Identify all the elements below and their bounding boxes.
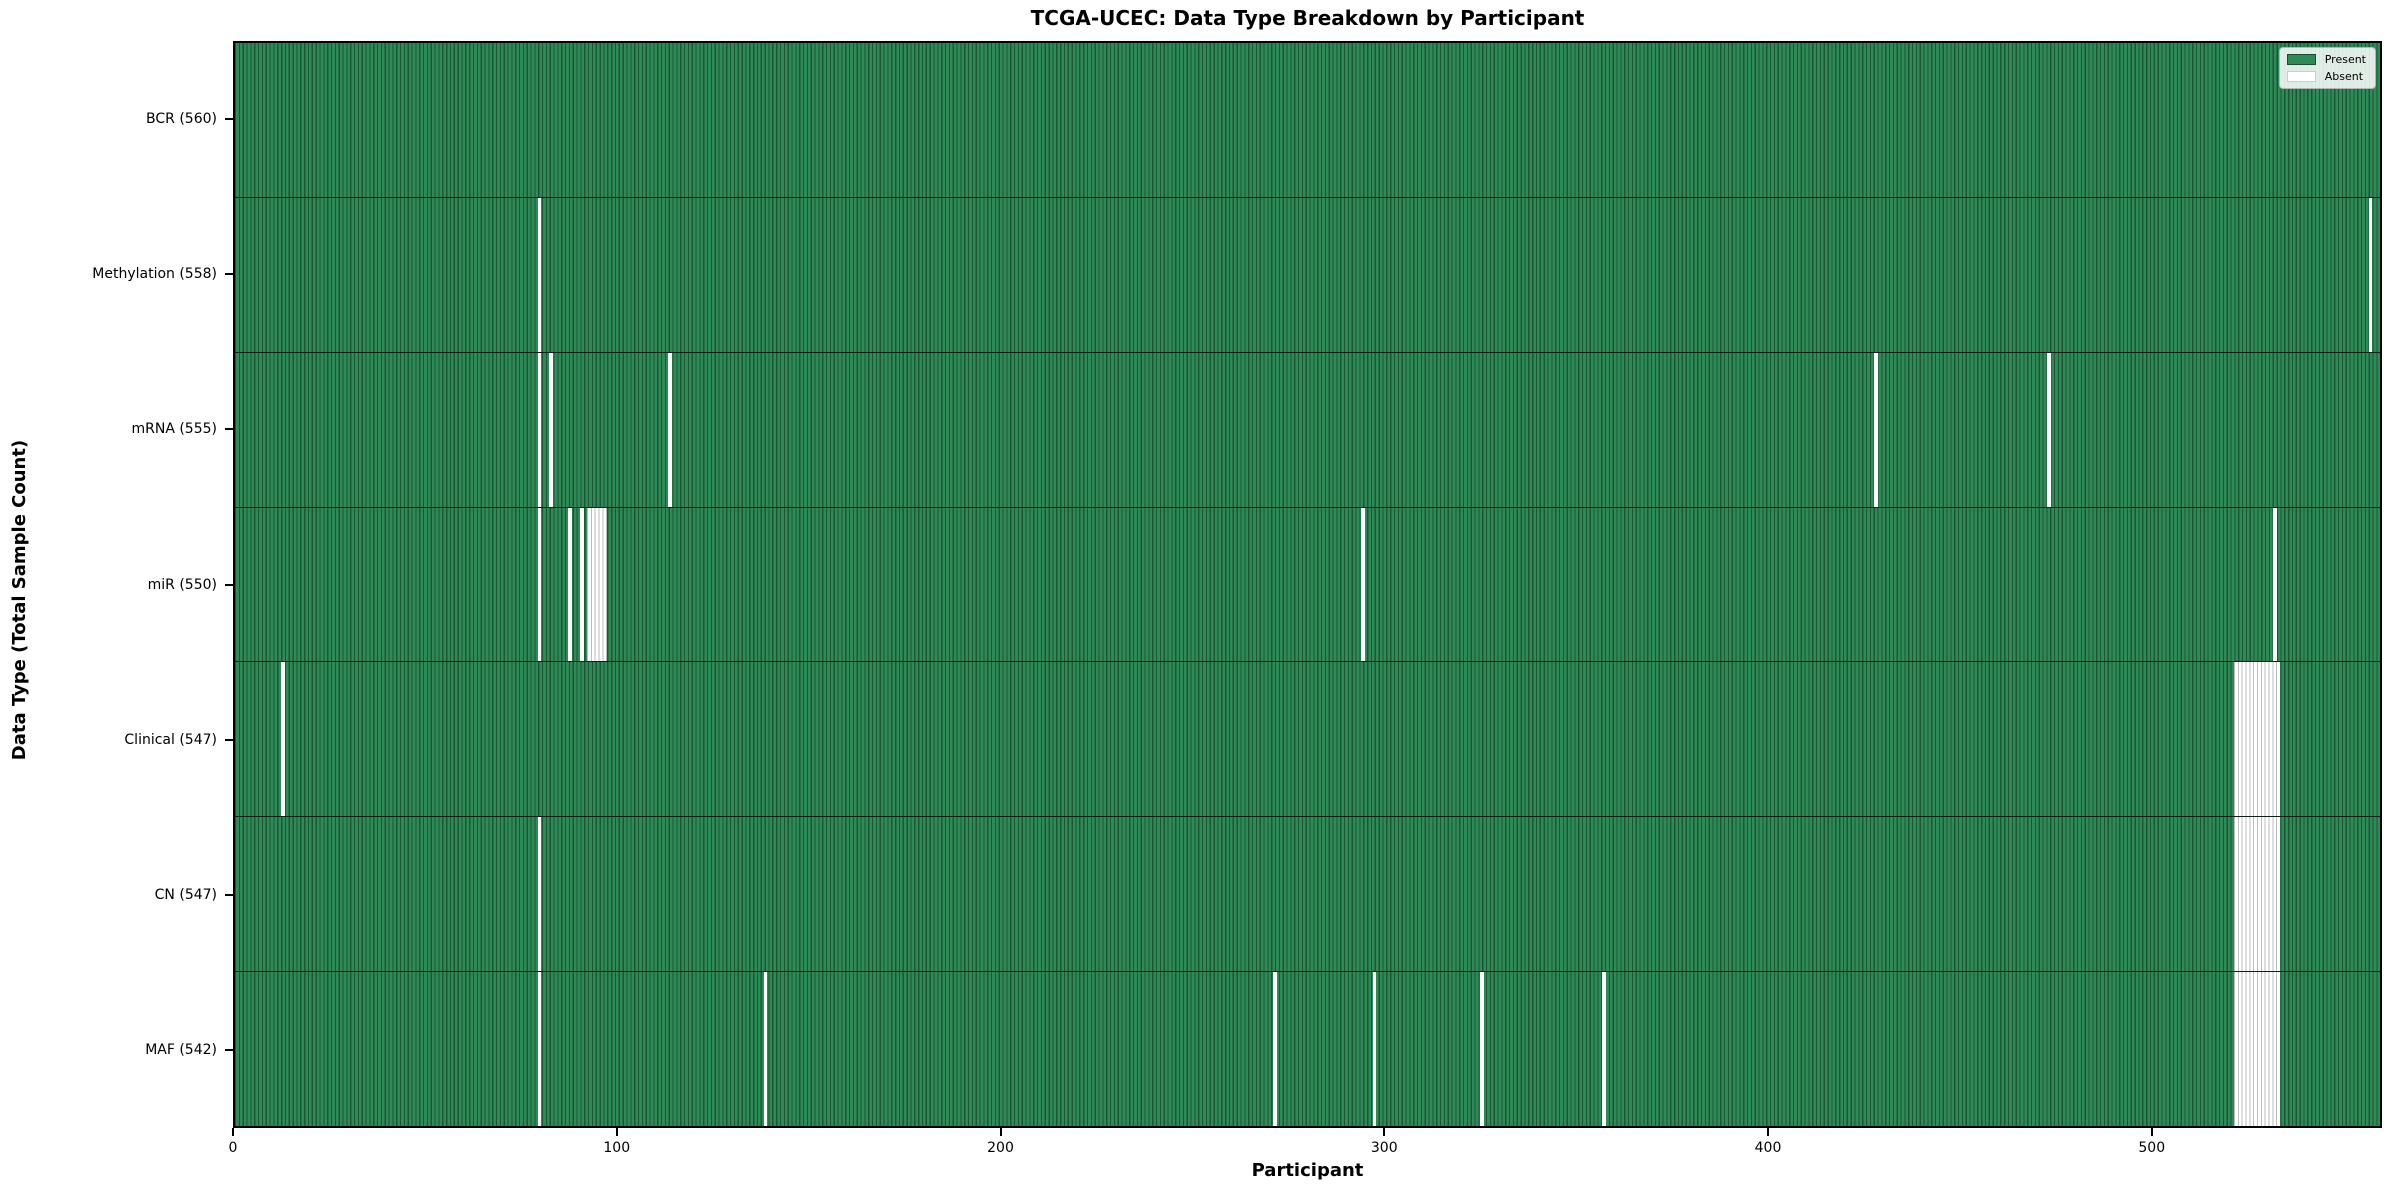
x-tick-mark [2150,1128,2153,1136]
absent-gap [549,352,553,507]
y-axis-label: Data Type (Total Sample Count) [9,439,30,761]
y-tick-label-clinical: Clinical (547) [124,731,217,748]
absent-gap [280,662,285,817]
absent-gap [537,817,542,972]
absent-gap [537,972,542,1127]
y-tick-mark [225,894,233,897]
absent-gap [1372,972,1377,1127]
absent-gap [1602,972,1607,1127]
absent-gap [2234,662,2281,817]
absent-gap [2046,352,2051,507]
legend-absent-label: Absent [2324,70,2364,83]
y-tick-label-mrna: mRNA (555) [131,421,217,438]
legend-item-absent: Absent [2286,70,2366,83]
y-tick-mark [225,1049,233,1052]
x-tick-label-400: 400 [1754,1140,1782,1156]
absent-gap [667,352,672,507]
y-tick-mark [225,428,233,431]
y-tick-label-methylation: Methylation (558) [92,265,217,282]
y-tick-label-maf: MAF (542) [145,1042,217,1059]
heatmap-row-mrna [235,352,2380,508]
absent-gap [568,507,573,662]
plot-area: Present Absent [233,41,2382,1128]
x-tick-label-500: 500 [2138,1140,2166,1156]
x-tick-mark [999,1128,1002,1136]
absent-gap [1479,972,1484,1127]
absent-gap [2234,817,2281,972]
absent-gap [1874,352,1879,507]
x-tick-label-300: 300 [1370,1140,1398,1156]
x-tick-label-100: 100 [603,1140,631,1156]
legend-item-present: Present [2286,53,2366,66]
y-tick-label-mir: miR (550) [147,576,217,593]
y-tick-mark [225,117,233,120]
x-tick-mark [1767,1128,1769,1136]
heatmap-row-mir [235,507,2380,663]
y-tick-mark [225,583,233,586]
heatmap-row-bcr [235,43,2380,198]
absent-gap [1273,972,1277,1127]
heatmap-row-clinical [235,662,2380,818]
x-axis-label: Participant [1251,1160,1364,1181]
absent-gap [537,197,542,352]
y-tick-label-bcr: BCR (560) [146,110,217,127]
absent-gap [537,352,542,507]
absent-swatch [2286,71,2316,82]
heatmap-rows [235,43,2380,1127]
absent-gap [2234,972,2281,1127]
x-tick-mark [615,1128,618,1136]
absent-gap [579,507,584,662]
absent-gap [2368,197,2373,352]
heatmap-row-methylation [235,197,2380,353]
x-tick-mark [232,1128,234,1136]
heatmap-row-maf [235,972,2380,1127]
absent-gap [587,507,607,662]
heatmap-row-cn [235,817,2380,973]
x-tick-mark [1383,1128,1386,1136]
absent-gap [1361,507,1365,662]
absent-gap [763,972,768,1127]
y-tick-label-cn: CN (547) [154,887,217,904]
legend: Present Absent [2278,47,2376,89]
absent-gap [2272,507,2277,662]
x-tick-label-200: 200 [987,1140,1014,1156]
x-tick-label-0: 0 [228,1140,238,1156]
legend-present-label: Present [2324,53,2366,66]
present-swatch [2286,54,2316,65]
y-tick-mark [225,738,233,741]
chart-title: TCGA-UCEC: Data Type Breakdown by Partic… [1030,6,1585,30]
y-tick-mark [225,272,233,275]
absent-gap [537,507,542,662]
